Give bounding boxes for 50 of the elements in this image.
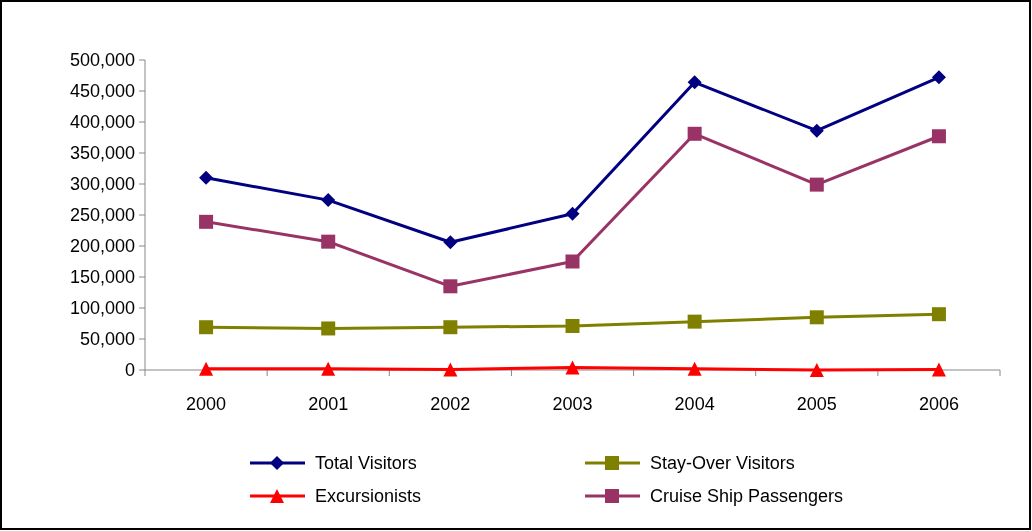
point bbox=[321, 321, 336, 336]
point bbox=[931, 129, 946, 144]
y-tick-label: 0 bbox=[124, 360, 135, 381]
point bbox=[809, 310, 824, 325]
x-tick-label: 2005 bbox=[796, 394, 837, 414]
point bbox=[565, 360, 580, 375]
x-tick-label: 2002 bbox=[430, 394, 471, 414]
legend-label: Excursionists bbox=[315, 486, 422, 507]
point bbox=[687, 126, 702, 141]
y-tick-label: 200,000 bbox=[69, 236, 135, 257]
point bbox=[443, 235, 458, 250]
y-tick-label: 250,000 bbox=[69, 205, 135, 226]
x-tick-label: 2003 bbox=[552, 394, 593, 414]
point bbox=[443, 320, 458, 335]
legend-label: Stay-Over Visitors bbox=[650, 453, 795, 474]
y-tick-label: 300,000 bbox=[69, 174, 135, 195]
legend-label: Total Visitors bbox=[315, 453, 417, 474]
x-tick-label: 2000 bbox=[186, 394, 227, 414]
x-tick-label: 2006 bbox=[918, 394, 959, 414]
point bbox=[687, 361, 702, 376]
point bbox=[565, 318, 580, 333]
point bbox=[199, 361, 214, 376]
y-tick-label: 100,000 bbox=[69, 298, 135, 319]
point bbox=[565, 254, 580, 269]
y-tick-label: 350,000 bbox=[69, 143, 135, 164]
point bbox=[809, 363, 824, 377]
point bbox=[199, 320, 214, 335]
y-tick-label: 500,000 bbox=[69, 50, 135, 71]
point bbox=[687, 314, 702, 329]
point bbox=[443, 362, 458, 377]
point bbox=[565, 206, 580, 221]
point bbox=[321, 234, 336, 249]
point bbox=[321, 193, 336, 208]
point bbox=[199, 214, 214, 229]
y-tick-label: 150,000 bbox=[69, 267, 135, 288]
y-tick-label: 50,000 bbox=[79, 329, 135, 350]
point bbox=[931, 362, 946, 377]
point bbox=[931, 70, 946, 85]
point bbox=[931, 307, 946, 322]
x-tick-label: 2001 bbox=[308, 394, 349, 414]
point bbox=[443, 279, 458, 294]
x-tick-label: 2004 bbox=[674, 394, 715, 414]
point bbox=[687, 75, 702, 90]
point bbox=[321, 361, 336, 376]
y-tick-label: 450,000 bbox=[69, 81, 135, 102]
point bbox=[199, 170, 214, 185]
point bbox=[809, 123, 824, 138]
point bbox=[809, 177, 824, 192]
y-tick-label: 400,000 bbox=[69, 112, 135, 133]
legend-label: Cruise Ship Passengers bbox=[650, 486, 844, 507]
